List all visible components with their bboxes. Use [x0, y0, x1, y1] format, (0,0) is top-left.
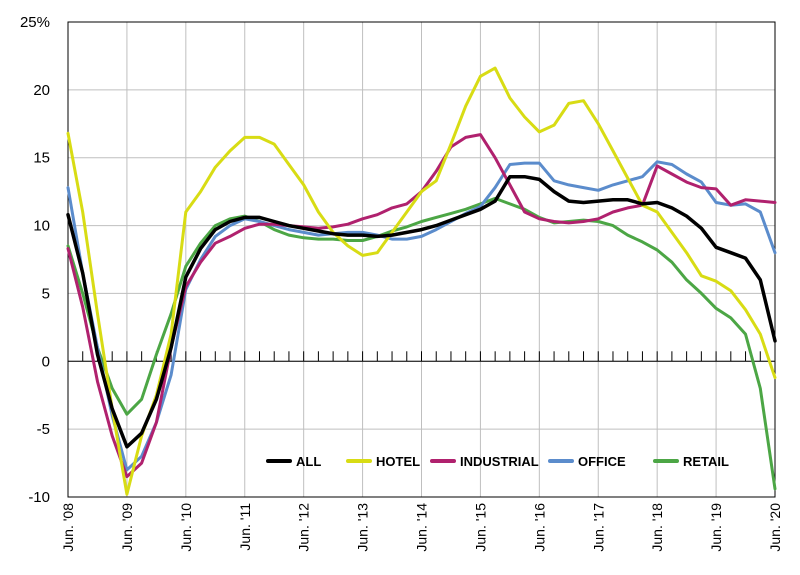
x-tick-label: Jun. '19: [708, 503, 724, 552]
x-tick-label: Jun. '08: [60, 503, 76, 552]
y-tick-label: 15: [33, 150, 50, 167]
y-axis-labels: 25% 20 15 10 5 0 -5 -10: [20, 14, 50, 506]
legend-label-hotel: HOTEL: [376, 454, 420, 469]
x-tick-label: Jun. '09: [119, 503, 135, 552]
x-tick-label: Jun. '10: [178, 503, 194, 552]
x-axis-labels: Jun. '08 Jun. '09 Jun. '10 Jun. '11 Jun. '12…: [60, 503, 783, 552]
y-tick-label: 0: [42, 353, 50, 370]
legend-label-retail: RETAIL: [683, 454, 729, 469]
legend-label-industrial: INDUSTRIAL: [460, 454, 539, 469]
y-tick-label: -5: [37, 421, 50, 438]
x-tick-label: Jun. '17: [590, 503, 606, 552]
x-tick-label: Jun. '12: [296, 503, 312, 552]
x-minor-ticks: [67, 351, 776, 362]
x-tick-label: Jun. '20: [767, 503, 783, 552]
x-tick-label: Jun. '16: [531, 503, 547, 552]
series-line-retail: [66, 196, 777, 491]
y-tick-label: 10: [33, 218, 50, 235]
y-tick-label: 25%: [20, 14, 50, 31]
y-tick-label: 5: [42, 285, 50, 302]
x-tick-label: Jun. '14: [414, 503, 430, 552]
y-tick-label: -10: [28, 489, 50, 506]
x-tick-label: Jun. '11: [237, 503, 253, 551]
legend: ALL HOTEL INDUSTRIAL OFFICE RETAIL: [266, 454, 729, 469]
legend-label-office: OFFICE: [578, 454, 626, 469]
series-line-hotel: [66, 66, 777, 496]
x-tick-label: Jun. '18: [649, 503, 665, 552]
series-line-all: [66, 174, 777, 449]
plot-frame: [67, 21, 776, 498]
x-tick-label: Jun. '15: [472, 503, 488, 552]
y-tick-label: 20: [33, 82, 50, 99]
legend-label-all: ALL: [296, 454, 321, 469]
series-lines: [66, 66, 777, 496]
x-tick-label: Jun. '13: [355, 503, 371, 552]
